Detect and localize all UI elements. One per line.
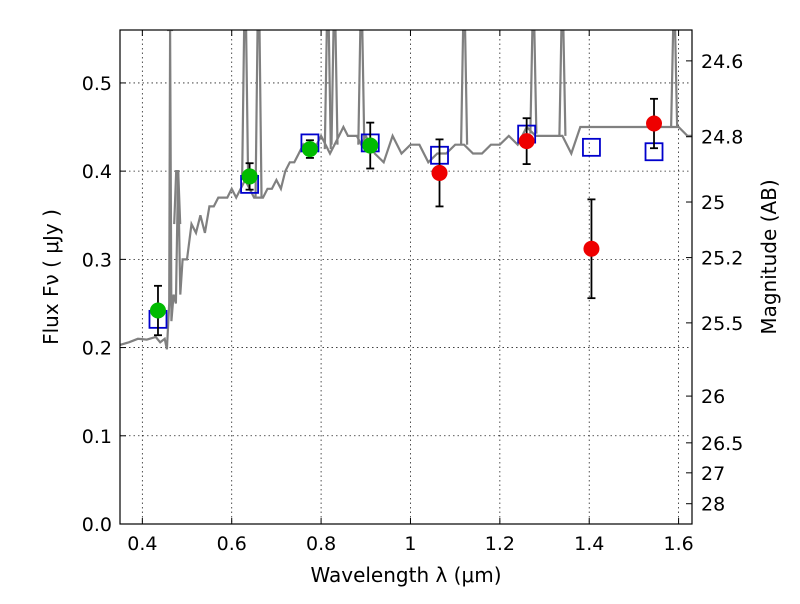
spectrum-spike xyxy=(529,30,538,134)
ticks-layer: 0.4 0.6 0.8 1 1.2 1.4 1.6 0.0 0.1 0.2 0.3 0.4 0.5 24.… xyxy=(82,30,743,555)
plot-frame xyxy=(119,29,693,525)
spectrum-spike xyxy=(241,30,250,180)
right-axis-label: Magnitude (AB) xyxy=(757,179,781,334)
y-tick-label: 0.1 xyxy=(82,426,112,448)
y-tick-label: 0.2 xyxy=(82,338,112,360)
spectrum-spike xyxy=(459,30,469,145)
green-data-point xyxy=(149,302,166,319)
right-tick-label: 25.2 xyxy=(701,248,743,270)
green-data-point xyxy=(362,137,379,154)
right-tick-label: 26.5 xyxy=(701,433,743,455)
right-tick-label: 25 xyxy=(701,192,725,214)
spectrum-spike xyxy=(558,30,567,136)
right-tick-label: 26 xyxy=(701,386,725,408)
spectrum-spike xyxy=(330,30,339,145)
x-tick-label: 1.6 xyxy=(663,533,693,555)
x-tick-label: 1.2 xyxy=(485,533,515,555)
right-tick-label: 24.6 xyxy=(701,51,743,73)
model-layer xyxy=(148,124,664,329)
green-data-point xyxy=(241,168,258,185)
y-tick-label: 0.5 xyxy=(82,73,112,95)
y-tick-label: 0.4 xyxy=(82,161,112,183)
spectrum-spike xyxy=(670,30,679,128)
green-data-point xyxy=(301,141,318,158)
spectrum-spike xyxy=(173,170,182,225)
red-data-point xyxy=(583,240,600,257)
x-axis-label: Wavelength λ (μm) xyxy=(310,563,501,587)
y-tick-label: 0.3 xyxy=(82,249,112,271)
right-tick-label: 25.5 xyxy=(701,313,743,335)
y-axis-label: Flux Fν ( μJy ) xyxy=(39,209,63,345)
red-data-point xyxy=(431,164,448,181)
spectrum-spike xyxy=(323,30,332,150)
right-tick-label: 28 xyxy=(701,494,725,516)
spectrum-spike xyxy=(254,30,263,198)
y-tick-label: 0.0 xyxy=(82,514,112,536)
right-tick-label: 24.8 xyxy=(701,127,743,149)
x-tick-label: 0.6 xyxy=(217,533,247,555)
x-tick-label: 0.8 xyxy=(306,533,336,555)
spectrum-layer xyxy=(120,30,692,350)
x-tick-label: 1 xyxy=(404,533,416,555)
right-tick-label: 27 xyxy=(701,463,725,485)
red-data-point xyxy=(646,115,663,132)
spectrum-line xyxy=(120,30,692,350)
model-square xyxy=(582,137,601,157)
grid-layer xyxy=(120,30,692,525)
x-tick-label: 0.4 xyxy=(127,533,157,555)
points-layer xyxy=(149,97,663,337)
spectrum-spike xyxy=(357,30,366,145)
x-tick-label: 1.4 xyxy=(574,533,604,555)
red-data-point xyxy=(518,133,535,150)
